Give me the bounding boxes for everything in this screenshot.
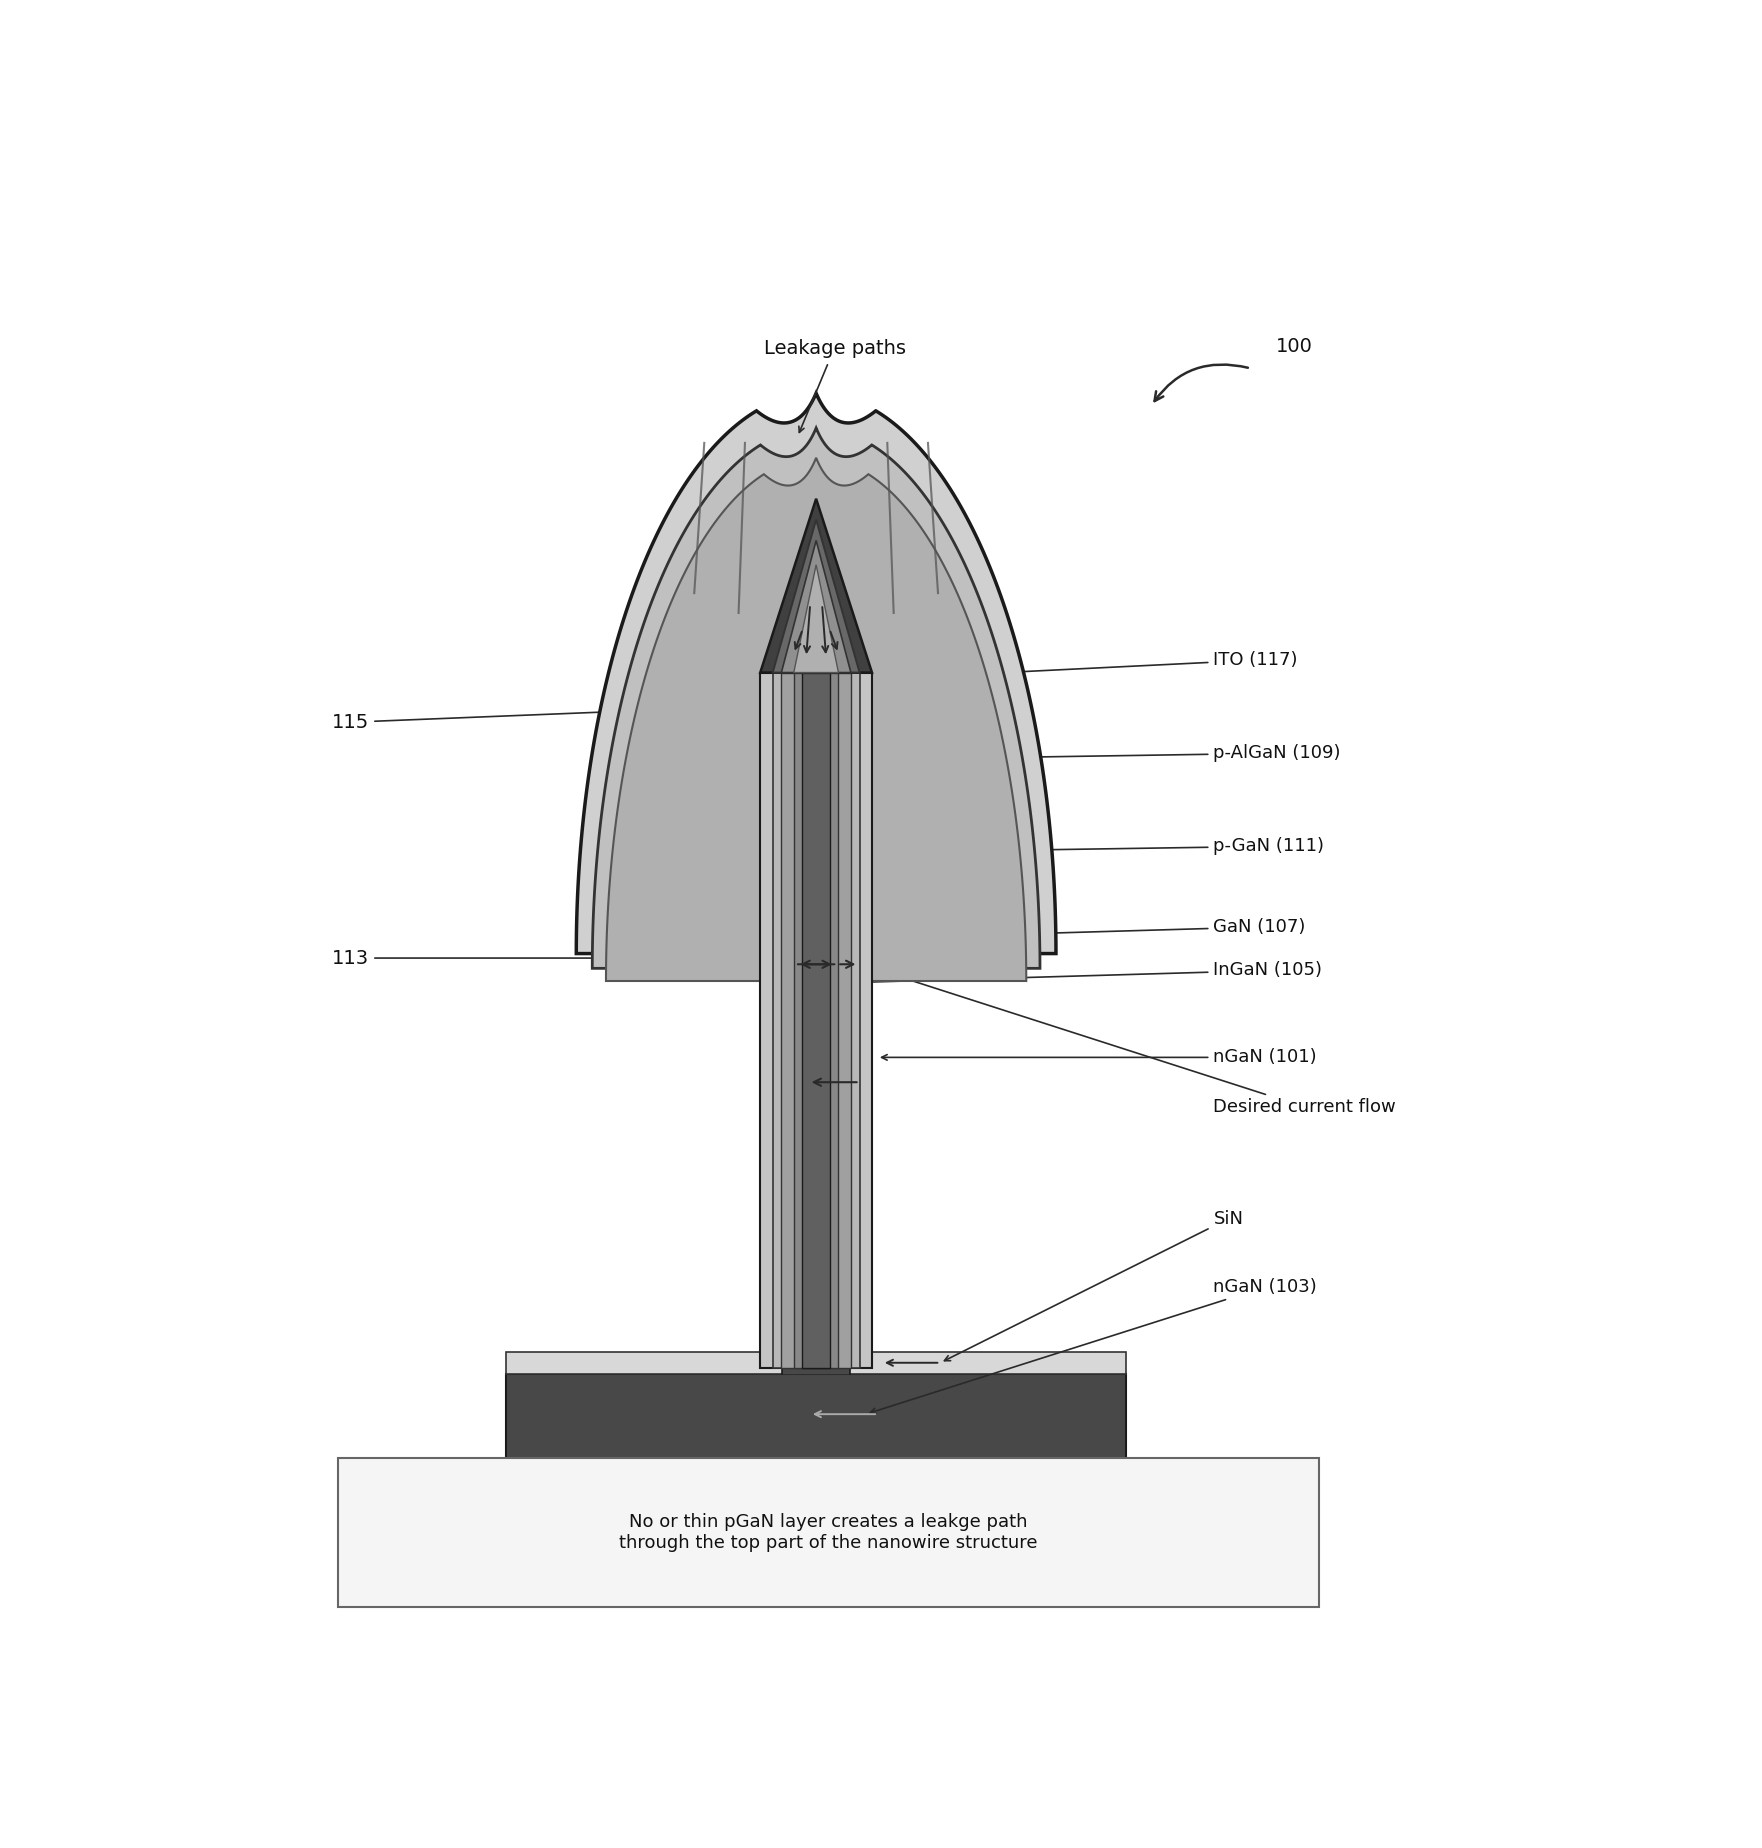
- Text: SiN: SiN: [944, 1210, 1244, 1360]
- FancyArrowPatch shape: [1154, 364, 1247, 401]
- Bar: [793, 673, 839, 1368]
- Polygon shape: [793, 565, 839, 673]
- Bar: [774, 673, 860, 1368]
- Bar: [802, 673, 830, 1368]
- Text: Leakage paths: Leakage paths: [763, 340, 906, 359]
- Text: 113: 113: [331, 948, 752, 968]
- Text: 115: 115: [331, 708, 655, 732]
- Polygon shape: [592, 429, 1040, 968]
- Bar: [782, 1351, 851, 1373]
- Polygon shape: [606, 458, 1025, 981]
- Polygon shape: [759, 499, 872, 673]
- Text: 100: 100: [1276, 336, 1313, 357]
- Text: nGaN (101): nGaN (101): [881, 1048, 1316, 1066]
- Text: p-AlGaN (109): p-AlGaN (109): [881, 745, 1341, 761]
- Polygon shape: [774, 519, 860, 673]
- Text: Desired current flow: Desired current flow: [865, 965, 1396, 1116]
- Bar: [781, 673, 851, 1368]
- Text: InGaN (105): InGaN (105): [846, 961, 1322, 985]
- Bar: [759, 673, 872, 1368]
- Text: ITO (117): ITO (117): [1008, 650, 1299, 675]
- Text: GaN (107): GaN (107): [837, 918, 1306, 942]
- Text: No or thin pGaN layer creates a leakge path
through the top part of the nanowire: No or thin pGaN layer creates a leakge p…: [618, 1514, 1038, 1552]
- Bar: [506, 1373, 1126, 1464]
- Text: nGaN (103): nGaN (103): [870, 1279, 1318, 1414]
- FancyBboxPatch shape: [338, 1458, 1320, 1608]
- Polygon shape: [576, 394, 1055, 954]
- Polygon shape: [781, 540, 851, 673]
- Text: p-GaN (111): p-GaN (111): [867, 837, 1325, 856]
- Bar: [506, 1351, 1126, 1373]
